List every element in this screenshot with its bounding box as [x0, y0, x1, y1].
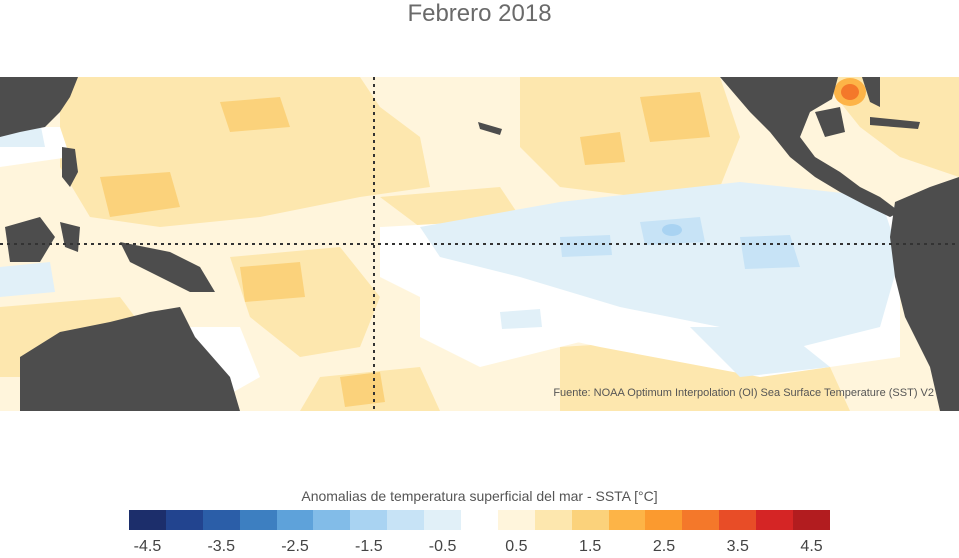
- colorbar-swatch: [571, 510, 609, 530]
- colorbar-tick-label: 4.5: [800, 538, 823, 555]
- cool-anomaly-areas: [0, 117, 900, 377]
- colorbar-swatch: [276, 510, 314, 530]
- colorbar-swatch: [387, 510, 425, 530]
- land-florida: [862, 77, 880, 107]
- colorbar-tick-label: 1.5: [579, 538, 602, 555]
- land-south-america: [890, 177, 959, 411]
- colorbar: [129, 510, 830, 530]
- colorbar-swatch: [682, 510, 720, 530]
- land-hawaii: [478, 122, 502, 135]
- colorbar-tick-label: -0.5: [428, 538, 457, 555]
- colorbar-tick-label: -3.5: [207, 538, 236, 555]
- colorbar-swatch: [719, 510, 757, 530]
- colorbar-swatch: [165, 510, 203, 530]
- colorbar-tick-label: 3.5: [726, 538, 749, 555]
- hot-spot-gulf: [834, 78, 866, 106]
- land-north-america: [720, 77, 900, 217]
- colorbar-swatch: [497, 510, 535, 530]
- land-philippines: [62, 147, 78, 187]
- land-australia: [20, 307, 240, 411]
- colorbar-swatch: [202, 510, 240, 530]
- land-yucatan: [815, 107, 845, 137]
- colorbar-tick-label: -4.5: [133, 538, 162, 555]
- land-masses: [0, 77, 959, 411]
- land-borneo: [5, 217, 55, 262]
- colorbar-swatch: [129, 510, 166, 530]
- colorbar-swatch: [608, 510, 646, 530]
- cooler-anomaly-cores: [560, 217, 800, 269]
- colorbar-tick-label: 0.5: [505, 538, 528, 555]
- land-new-guinea: [120, 242, 215, 292]
- map-title: Febrero 2018: [407, 0, 552, 27]
- colorbar-swatch: [461, 510, 498, 530]
- colorbar-swatch: [350, 510, 388, 530]
- colorbar-tick-label: -1.5: [355, 538, 383, 555]
- colorbar-swatch: [756, 510, 794, 530]
- colorbar-swatch: [534, 510, 572, 530]
- ssta-map: [0, 77, 959, 411]
- colorbar-ticks: -4.5 -3.5 -2.5 -1.5 -0.5 0.5 1.5 2.5 3.5 4.5: [0, 538, 959, 558]
- colorbar-tick-label: 2.5: [652, 538, 676, 555]
- colorbar-swatch: [313, 510, 351, 530]
- colorbar-swatch: [239, 510, 277, 530]
- land-cuba: [870, 117, 920, 129]
- cool-spot: [662, 224, 682, 236]
- warm-anomaly-cores: [100, 92, 710, 407]
- land-asia: [0, 77, 78, 137]
- source-note: Fuente: NOAA Optimum Interpolation (OI) …: [553, 387, 934, 399]
- colorbar-tick-label: -2.5: [281, 538, 309, 555]
- colorbar-swatch: [424, 510, 462, 530]
- colorbar-swatch: [645, 510, 683, 530]
- colorbar-swatch: [793, 510, 830, 530]
- colorbar-label: Anomalias de temperatura superficial del…: [301, 488, 658, 504]
